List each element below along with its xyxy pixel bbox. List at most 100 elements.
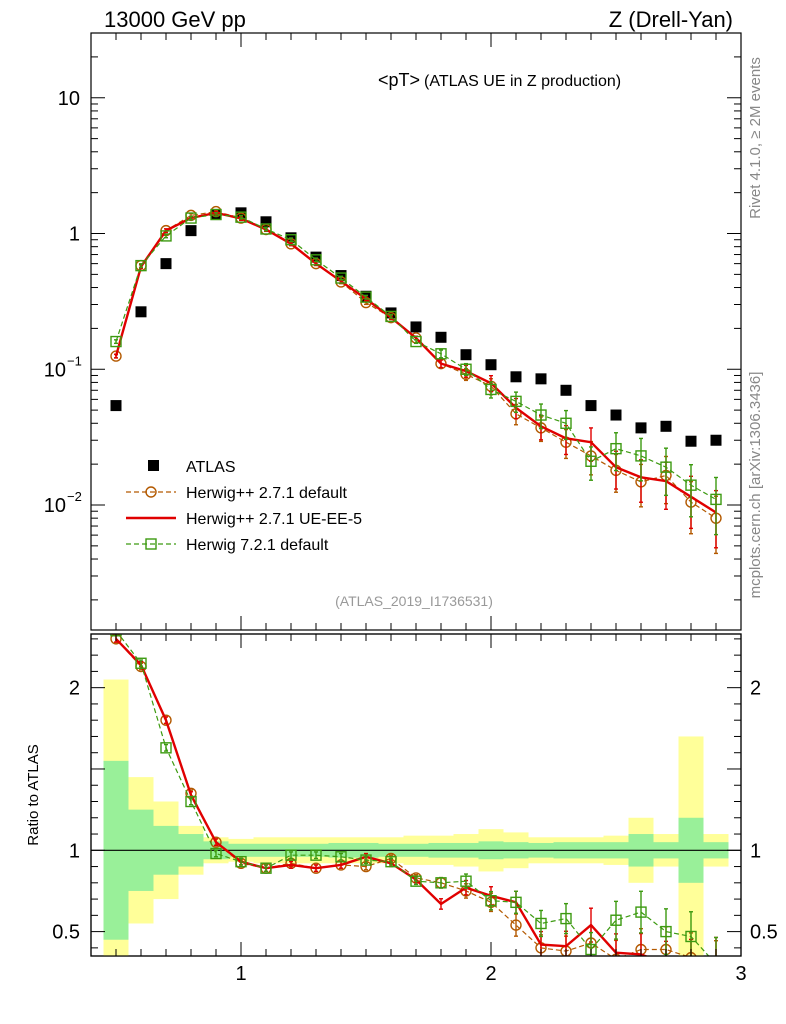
h721-point [135,259,147,272]
ratio-h271-point [110,634,122,645]
atlas-data-point [310,251,322,263]
legend: ATLAS Herwig++ 2.7.1 default Herwig++ 2.7.… [126,459,362,554]
atlas-data-point [410,321,422,333]
ratio-h721-point [485,895,497,907]
h721-point [410,335,422,348]
main-y-tick-label: 10 [58,88,80,110]
h721-point [285,234,297,246]
ratio-y-tick-label-left: 0.5 [52,922,80,944]
rivet-version-label: Rivet 4.1.0, ≥ 2M events [747,57,764,219]
legend-label-h721: Herwig 7.2.1 default [186,537,329,554]
chart-title: <pT> [378,70,420,90]
ratio-y-tick-label-right: 2 [750,678,761,700]
analysis-id: (ATLAS_2019_I1736531) [335,593,493,609]
ratio-ticks [91,634,741,956]
ratio-y-tick-label-left: 1 [69,840,80,862]
ratio-y-tick-label-right: 0.5 [750,922,778,944]
mcplots-label: mcplots.cern.ch [arXiv:1306.3436] [747,372,764,599]
atlas-data-point [585,400,597,412]
ratio-h721-point [711,959,721,969]
h721-point [385,310,397,323]
ratio-h721-point [385,855,397,868]
chart-title-suffix: (ATLAS UE in Z production) [424,73,621,90]
atlas-data-point [260,216,272,228]
atlas-data-point [685,435,697,447]
ratio-h271-point [160,714,172,726]
main-y-tick-label: 1 [69,224,80,246]
ratio-h721-point [335,851,347,863]
ratio-h721-point [560,912,572,925]
main-y-tick-label: 10 [44,495,66,517]
ratio-h271-point [711,962,721,972]
h721-point [110,335,122,348]
ratio-h271-point [510,919,522,931]
ratio-h721-point [535,917,547,930]
process-label: Z (Drell-Yan) [609,7,733,32]
main-y-tick-label-exponent: −1 [67,353,82,368]
h721-point [360,291,372,303]
atlas-data-point [610,409,622,421]
atlas-data-point [185,225,197,237]
ratio-h721-point [160,742,172,754]
ratio-h721-point [185,795,197,808]
h721-point [235,211,247,223]
ratio-panel-frame [90,633,742,957]
atlas-data-point [560,384,572,396]
ratio-h721-point [660,925,672,938]
ratio-h721-point [360,854,372,866]
ratio-h721-point [410,875,422,887]
ratio-h721-point [510,896,522,909]
h721-point [335,272,347,284]
h721-point [485,383,497,396]
h271-point [110,350,122,362]
energy-label: 13000 GeV pp [104,7,246,32]
ratio-h721-point [260,862,272,874]
ratio-h721-point [635,906,647,918]
ratio-x-tick-label: 1 [235,963,246,985]
ratio-h721-point [235,855,247,868]
atlas-data-point [460,349,472,361]
ratio-x-tick-label: 2 [485,963,496,985]
ratio-h721-point [310,849,322,861]
ratio-y-tick-label-right: 1 [750,840,761,862]
h721-point [185,212,197,224]
main-y-tick-label: 10 [44,359,66,381]
atlas-data-point [485,359,497,371]
ratio-y-tick-labels: 0.5 0.5 1 1 2 2 [52,678,778,944]
h721-point [260,223,272,235]
ratio-h721-point [610,914,622,926]
legend-label-atlas: ATLAS [186,459,236,476]
legend-item-ueee5: Herwig++ 2.7.1 UE-EE-5 [126,511,362,528]
legend-label-h271: Herwig++ 2.7.1 default [186,485,348,502]
h721-point [510,395,522,408]
atlas-data-point [710,434,722,446]
legend-atlas-marker [148,460,159,471]
h721-point [560,417,572,429]
ratio-bands [103,679,729,956]
atlas-data-point [510,371,522,383]
atlas-data-point [435,331,447,343]
ratio-h721-point [210,847,222,860]
h721-point [685,479,697,491]
h721-point [160,230,172,242]
legend-h721-marker [145,538,157,550]
h721-point [535,409,547,421]
h721-point [585,455,597,467]
main-ticks [91,32,741,630]
ratio-y-tick-label-left: 2 [69,678,80,700]
h721-point [460,363,472,375]
h721-point [210,208,222,221]
h721-point [310,254,322,266]
legend-h271-marker [145,486,157,498]
main-series [110,205,722,555]
legend-label-ueee5: Herwig++ 2.7.1 UE-EE-5 [186,511,362,528]
ratio-h721-point [285,849,297,861]
ratio-panel: 0.5 0.5 1 1 2 2 1 2 3 Ratio to ATLAS [25,633,778,985]
legend-item-atlas: ATLAS [148,459,236,476]
main-y-tick-label-exponent: −2 [67,489,82,504]
series-h721 [110,208,722,536]
atlas-data-point [660,420,672,432]
h721-point [610,442,622,455]
ratio-y-axis-label: Ratio to ATLAS [25,744,42,845]
h721-point [435,348,447,360]
